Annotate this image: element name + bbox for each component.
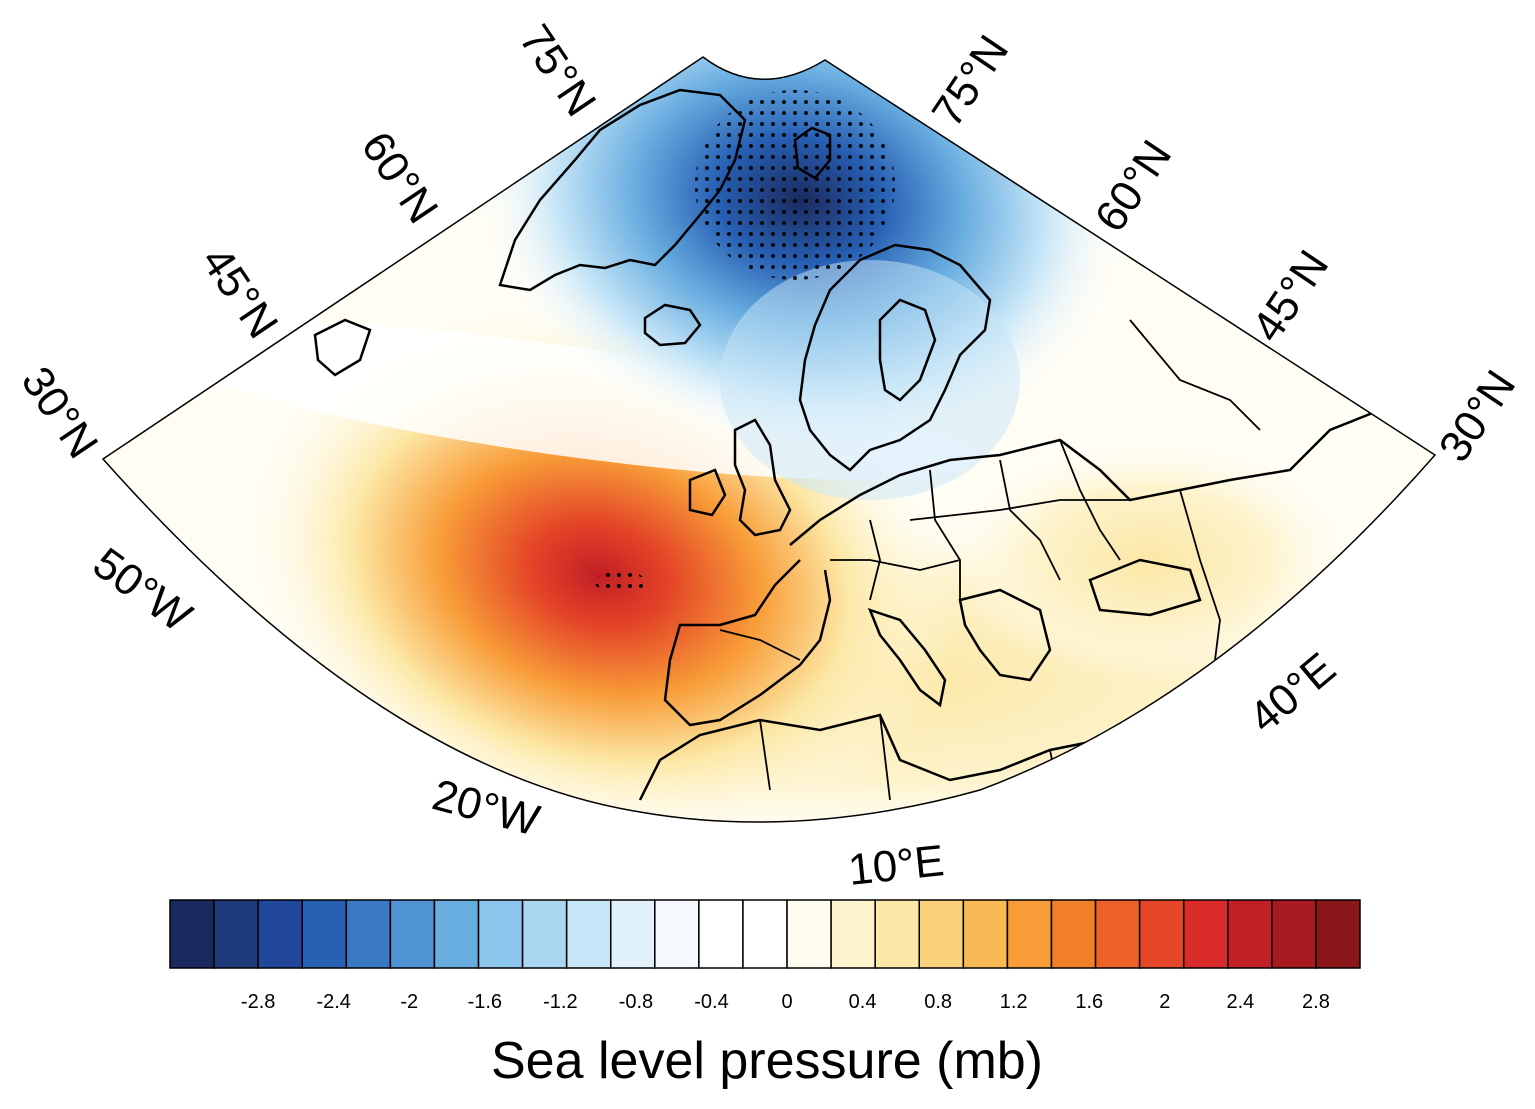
colorbar-swatch [1006, 899, 1053, 969]
colorbar-tick-label: -1.6 [468, 991, 502, 1013]
colorbar-swatch [698, 899, 744, 969]
lon-label-10e: 10°E [846, 836, 946, 895]
lat-label-right-45: 45°N [1243, 242, 1339, 351]
colorbar [169, 899, 1361, 969]
colorbar-tick-label: 2.4 [1226, 991, 1254, 1013]
colorbar-tick-label: 0.4 [849, 991, 877, 1013]
colorbar-tick-label: -1.2 [543, 991, 577, 1013]
coast-italy [867, 607, 947, 708]
colorbar-tick-label: 0 [781, 991, 792, 1013]
colorbar-swatch [742, 899, 788, 969]
colorbar-swatch [1138, 899, 1185, 969]
lat-label-left-30: 30°N [12, 358, 108, 467]
coast-scandinavia [798, 243, 992, 472]
colorbar-tick-label: -0.4 [694, 991, 728, 1013]
colorbar-swatch [1271, 899, 1317, 969]
pressure-field [103, 57, 1435, 823]
colorbar-tick-label: -2.8 [241, 991, 275, 1013]
map-sector-outline [101, 56, 1437, 823]
colorbar-swatch [389, 899, 436, 969]
colorbar-swatch [786, 899, 832, 969]
colorbar-swatch [1050, 899, 1097, 969]
colorbar-swatch [654, 899, 700, 969]
colorbar-tick-label: 0.8 [924, 991, 952, 1013]
lat-label-right-60: 60°N [1086, 132, 1182, 241]
colorbar-tick-label: -2.4 [316, 991, 350, 1013]
colorbar-swatch [609, 899, 656, 969]
coast-greenland [498, 88, 747, 292]
colorbar-swatch [1227, 899, 1273, 969]
lat-label-right-30: 30°N [1430, 362, 1526, 471]
colorbar-swatch [257, 899, 303, 969]
colorbar-tick-label: 1.6 [1075, 991, 1103, 1013]
country-borders [719, 319, 1261, 801]
colorbar-swatch [830, 899, 876, 969]
colorbar-swatch [301, 899, 348, 969]
colorbar-swatch [565, 899, 612, 969]
coast-iberia [663, 559, 832, 727]
lat-label-left-60: 60°N [352, 123, 448, 232]
colorbar-tick-label: -0.8 [619, 991, 653, 1013]
lon-label-50w: 50°W [84, 538, 201, 641]
lat-label-left-75: 75°N [510, 16, 606, 125]
colorbar-swatch [1315, 899, 1361, 969]
colorbar-title: Sea level pressure (mb) [491, 1032, 1043, 1090]
colorbar-swatch [345, 899, 392, 969]
colorbar-tick-label: 1.2 [1000, 991, 1028, 1013]
colorbar-swatch [213, 899, 259, 969]
colorbar-swatch [1182, 899, 1229, 969]
colorbar-swatch [962, 899, 1009, 969]
colorbar-tick-label: 2.8 [1302, 991, 1330, 1013]
colorbar-swatch [477, 899, 524, 969]
lat-label-left-45: 45°N [192, 238, 288, 347]
coast-svalbard [793, 126, 832, 180]
significance-stipple-south [595, 570, 645, 594]
colorbar-tick-label: 2 [1159, 991, 1170, 1013]
lat-label-right-75: 75°N [923, 27, 1019, 136]
colorbar-swatch [169, 899, 215, 969]
colorbar-swatch [918, 899, 965, 969]
colorbar-swatch [874, 899, 921, 969]
colorbar-swatch [433, 899, 480, 969]
colorbar-swatch [521, 899, 568, 969]
coast-britain [733, 418, 792, 537]
coastlines [313, 88, 1381, 801]
lon-label-40e: 40°E [1240, 643, 1345, 742]
significance-stipple-north [695, 90, 895, 280]
coast-europe [789, 408, 1381, 546]
coast-ireland [688, 468, 727, 517]
colorbar-tick-labels: -2.8 -2.4 -2 -1.6 -1.2 -0.8 -0.4 0 0.4 0.8 1.2 1.6 2… [241, 991, 1330, 1013]
colorbar-swatch [1094, 899, 1141, 969]
coast-iceland [643, 303, 702, 347]
colorbar-tick-label: -2 [400, 991, 418, 1013]
